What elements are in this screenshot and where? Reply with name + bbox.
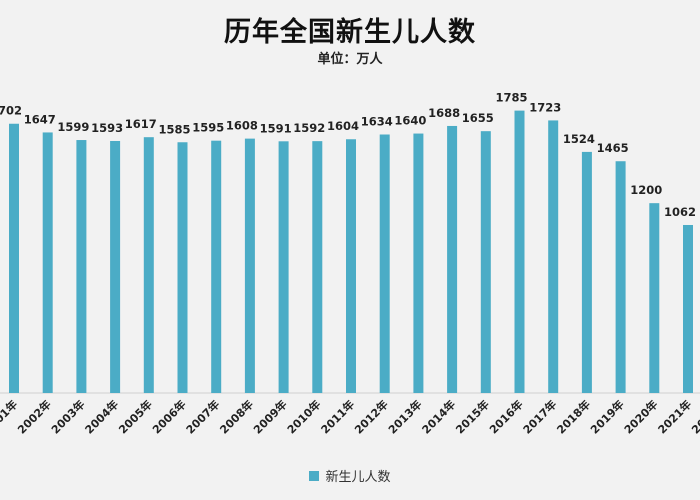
value-label-2006年: 1585 xyxy=(158,122,190,136)
x-tick-label-2017年: 2017年 xyxy=(520,397,559,436)
x-tick-label-2016年: 2016年 xyxy=(486,397,525,436)
value-label-2017年: 1723 xyxy=(529,100,561,114)
x-tick-label-2011年: 2011年 xyxy=(318,397,357,436)
value-label-2010年: 1592 xyxy=(293,121,325,135)
bar-2002年 xyxy=(42,132,53,394)
x-tick-label-2012年: 2012年 xyxy=(351,397,390,436)
bar-2010年 xyxy=(312,141,323,393)
bar-2009年 xyxy=(278,141,289,393)
legend-label: 新生儿人数 xyxy=(325,470,391,485)
x-tick-label-2010年: 2010年 xyxy=(284,397,323,436)
bar-2018年 xyxy=(581,151,592,393)
x-tick-label-2004年: 2004年 xyxy=(82,397,121,436)
x-tick-label-2022年: 2022年 xyxy=(688,397,700,436)
bar-2014年 xyxy=(447,125,458,393)
bar-2006年 xyxy=(177,142,188,393)
bar-2020年 xyxy=(649,203,660,393)
bar-2004年 xyxy=(110,140,121,393)
bar-2012年 xyxy=(379,134,390,393)
chart-title: 历年全国新生儿人数 xyxy=(224,17,476,48)
x-tick-label-2013年: 2013年 xyxy=(385,397,424,436)
x-tick-label-2020年: 2020年 xyxy=(621,397,660,436)
value-label-2008年: 1608 xyxy=(226,119,258,133)
bar-2015年 xyxy=(480,131,491,393)
bar-2017年 xyxy=(548,120,559,394)
bar-2008年 xyxy=(244,138,255,393)
value-label-2004年: 1593 xyxy=(91,121,123,135)
value-label-2016年: 1785 xyxy=(495,91,527,105)
x-tick-label-2009年: 2009年 xyxy=(250,397,289,436)
x-tick-label-2008年: 2008年 xyxy=(217,397,256,436)
value-label-2012年: 1634 xyxy=(361,115,393,129)
value-label-2015年: 1655 xyxy=(462,111,494,125)
bar-2007年 xyxy=(211,140,222,393)
value-label-2018年: 1524 xyxy=(563,132,595,146)
value-label-2014年: 1688 xyxy=(428,106,460,120)
chart-subtitle: 单位：万人 xyxy=(317,52,383,67)
x-tick-label-2007年: 2007年 xyxy=(183,397,222,436)
x-tick-label-2003年: 2003年 xyxy=(48,397,87,436)
value-label-2019年: 1465 xyxy=(597,141,629,155)
bar-2003年 xyxy=(76,140,87,393)
value-label-2021年: 1062 xyxy=(664,205,696,219)
legend: 新生儿人数 xyxy=(0,466,700,485)
x-tick-label-2002年: 2002年 xyxy=(14,397,53,436)
bar-2001年 xyxy=(9,123,19,394)
value-label-2001年: 1702 xyxy=(0,104,22,118)
x-tick-label-2006年: 2006年 xyxy=(149,397,188,436)
value-label-2013年: 1640 xyxy=(394,114,426,128)
x-tick-label-2019年: 2019年 xyxy=(587,397,626,436)
value-label-2009年: 1591 xyxy=(260,121,292,135)
bar-2019年 xyxy=(615,161,626,393)
x-tick-label-2021年: 2021年 xyxy=(655,397,694,436)
x-tick-label-2005年: 2005年 xyxy=(116,397,155,436)
x-tick-label-2015年: 2015年 xyxy=(453,397,492,436)
bar-2005年 xyxy=(143,137,154,393)
value-label-2005年: 1617 xyxy=(125,117,157,131)
bar-2016年 xyxy=(514,110,525,393)
value-label-2007年: 1595 xyxy=(192,121,224,135)
bar-2021年 xyxy=(683,224,693,393)
value-label-2003年: 1599 xyxy=(57,120,89,134)
bar-2013年 xyxy=(413,133,424,393)
value-label-2002年: 1647 xyxy=(24,112,56,126)
value-label-2020年: 1200 xyxy=(630,183,662,197)
bar-2011年 xyxy=(346,139,356,393)
legend-swatch xyxy=(309,470,320,481)
value-label-2011年: 1604 xyxy=(327,119,359,133)
x-tick-label-2014年: 2014年 xyxy=(419,397,458,436)
x-tick-label-2018年: 2018年 xyxy=(554,397,593,436)
